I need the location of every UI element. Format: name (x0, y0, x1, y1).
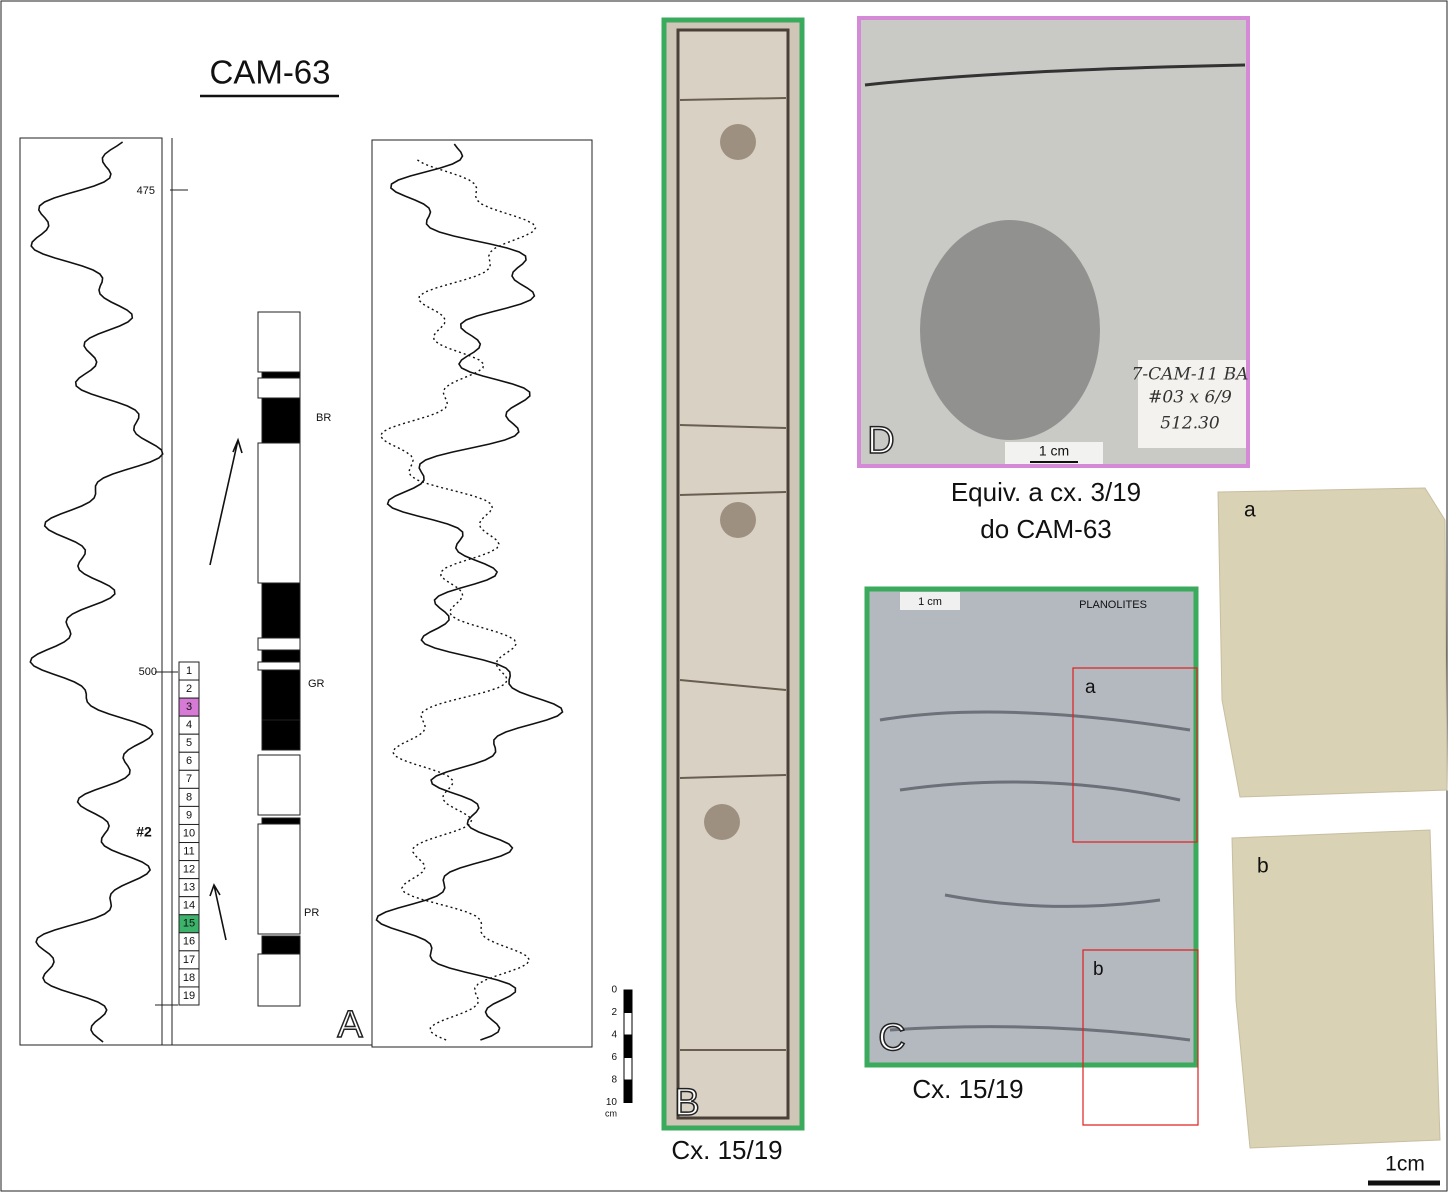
note: PLANOLITES (1079, 599, 1147, 611)
box-number: 14 (183, 900, 195, 912)
box-number: 1 (186, 665, 192, 677)
box-number: 19 (183, 990, 195, 1002)
sample-photo (1232, 830, 1440, 1148)
facies-label: GR (308, 678, 325, 690)
scale-label: 1 cm (918, 596, 942, 608)
litho-bed (258, 824, 300, 934)
handwriting: 7-CAM-11 BA (1132, 365, 1249, 385)
box-number: 9 (186, 809, 192, 821)
caption: Cx. 15/19 (912, 1074, 1023, 1104)
caption: Cx. 15/19 (671, 1135, 782, 1165)
litho-bed (262, 720, 300, 750)
litho-bed (258, 443, 300, 583)
box-number: 7 (186, 773, 192, 785)
handwriting: 512.30 (1160, 414, 1220, 434)
scale-label: 1cm (1385, 1153, 1425, 1176)
inset-label: a (1085, 677, 1096, 698)
note: Equiv. a cx. 3/19 (951, 477, 1141, 507)
facies-label: PR (304, 907, 319, 919)
scale-tick-label: 4 (611, 1030, 617, 1041)
box-number: 17 (183, 954, 195, 966)
depth-label: 500 (139, 666, 157, 678)
litho-bed (262, 650, 300, 662)
box-number: 8 (186, 791, 192, 803)
title: CAM-63 (209, 54, 330, 91)
core (678, 30, 788, 1118)
scale-tick-label: 2 (611, 1007, 617, 1018)
litho-bed (258, 755, 300, 815)
scale-segment (624, 1013, 632, 1036)
figure: CAM-63 475 500 1234567891011121314151617… (0, 0, 1448, 1192)
inset-label: b (1093, 959, 1104, 980)
box-number: 11 (183, 845, 194, 857)
sample-label: b (1257, 855, 1269, 878)
burrow (920, 220, 1100, 440)
scale-unit: cm (605, 1108, 617, 1118)
box-number: 6 (186, 755, 192, 767)
scale-tick-label: 10 (606, 1097, 618, 1108)
lithology-column (258, 312, 300, 1006)
scale-segment (624, 990, 632, 1013)
scale-segment (624, 1035, 632, 1058)
panel-letter: A (337, 1004, 363, 1046)
litho-bed (262, 936, 300, 954)
note: do CAM-63 (980, 514, 1112, 544)
panel-letter: C (878, 1017, 905, 1059)
well-label: #2 (136, 824, 152, 840)
scale-tick-label: 8 (611, 1075, 617, 1086)
litho-bed (258, 662, 300, 670)
box-number: 18 (183, 972, 195, 984)
photo-core-slab (867, 589, 1196, 1065)
litho-bed (262, 372, 300, 378)
scale-tick-label: 0 (611, 985, 617, 996)
box-number: 2 (186, 683, 192, 695)
box-number: 3 (186, 701, 192, 713)
box-number: 10 (183, 827, 195, 839)
scale-segment (624, 1058, 632, 1081)
box-number: 13 (183, 882, 195, 894)
facies-label: BR (316, 412, 331, 424)
sample-label: a (1244, 499, 1256, 522)
scale-label: 1 cm (1039, 443, 1069, 459)
litho-bed (258, 954, 300, 1006)
handwriting: #03 x 6/9 (1148, 388, 1232, 408)
panel-letter: D (867, 420, 894, 462)
scale-tick-label: 6 (611, 1052, 617, 1063)
litho-bed (262, 818, 300, 824)
litho-bed (258, 312, 300, 372)
litho-bed (262, 583, 300, 638)
depth-label: 475 (137, 185, 155, 197)
box-number: 16 (183, 936, 195, 948)
litho-bed (262, 398, 300, 443)
box-number: 15 (183, 918, 195, 930)
box-number: 4 (186, 719, 192, 731)
litho-bed (258, 638, 300, 650)
sample-photo (1218, 488, 1447, 797)
panel-letter: B (674, 1082, 699, 1124)
box-number: 12 (183, 864, 195, 876)
litho-bed (262, 670, 300, 720)
scale-segment (624, 1080, 632, 1103)
litho-bed (258, 378, 300, 398)
box-number: 5 (186, 737, 192, 749)
